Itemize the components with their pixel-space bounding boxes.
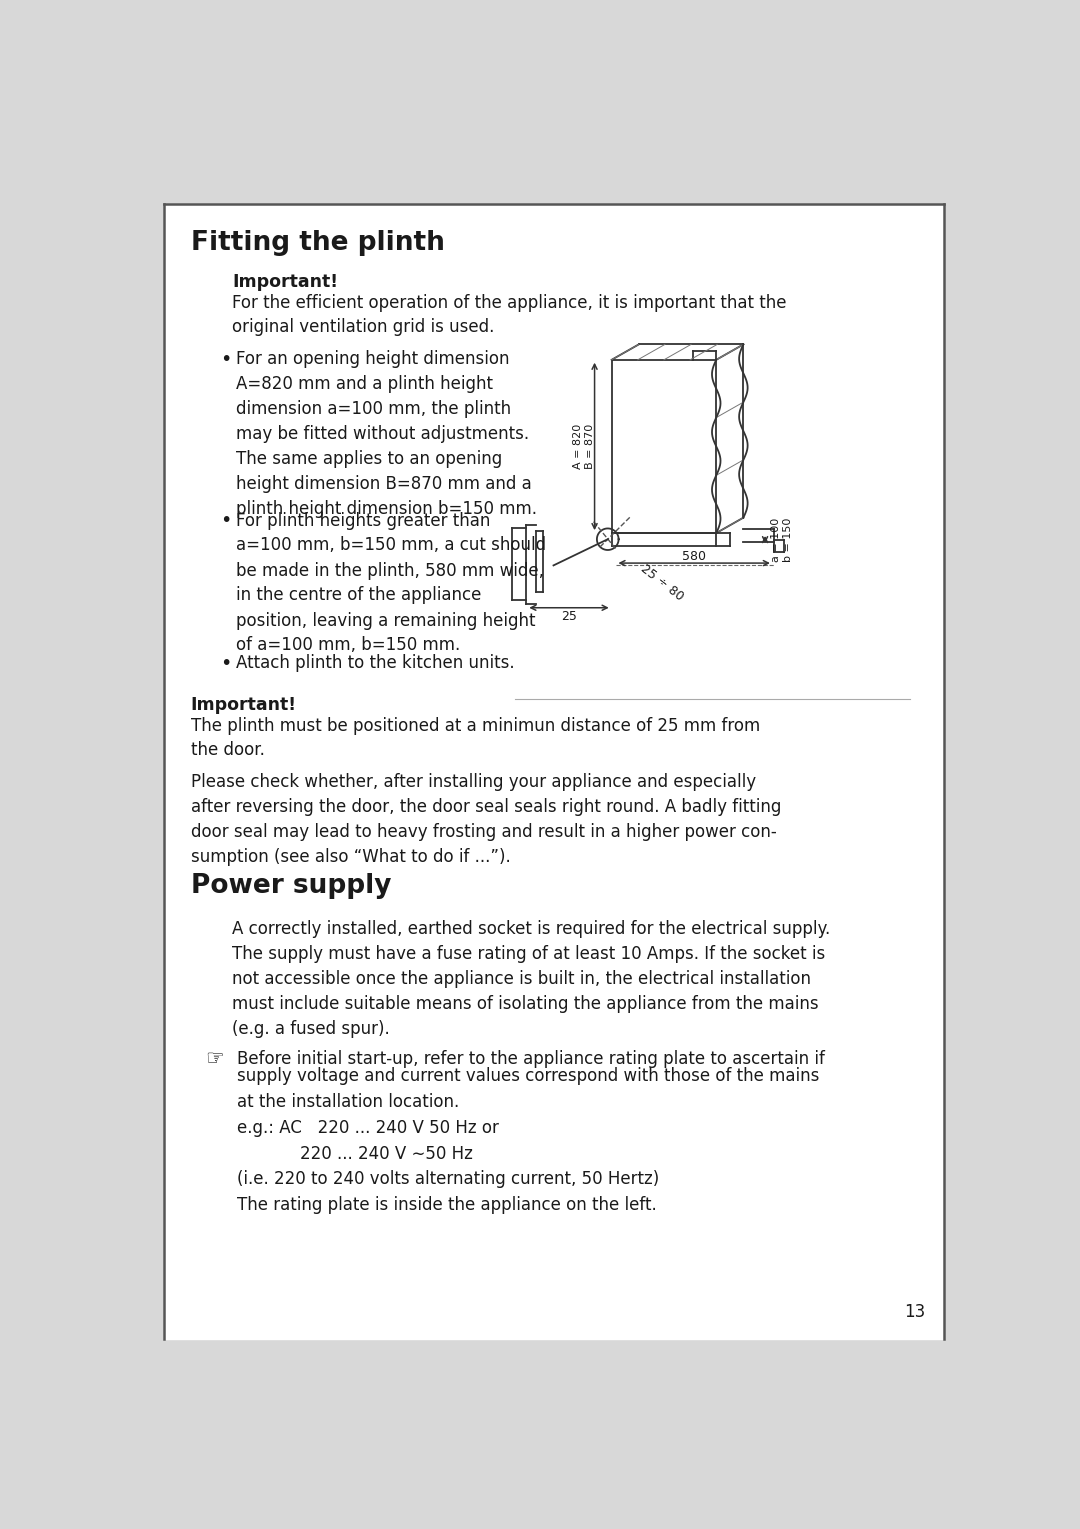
Text: For the efficient operation of the appliance, it is important that the
original : For the efficient operation of the appli… xyxy=(232,294,786,336)
Text: Important!: Important! xyxy=(232,272,338,291)
Text: Important!: Important! xyxy=(191,696,297,714)
Text: A correctly installed, earthed socket is required for the electrical supply.
The: A correctly installed, earthed socket is… xyxy=(232,919,831,1038)
Text: 580: 580 xyxy=(683,549,706,563)
Text: •: • xyxy=(220,512,231,531)
Text: Attach plinth to the kitchen units.: Attach plinth to the kitchen units. xyxy=(235,654,514,671)
Text: ☞: ☞ xyxy=(205,1049,224,1069)
Text: 25 ÷ 80: 25 ÷ 80 xyxy=(638,563,686,604)
Text: a = 100
b = 150: a = 100 b = 150 xyxy=(771,517,793,561)
Text: supply voltage and current values correspond with those of the mains
at the inst: supply voltage and current values corres… xyxy=(238,1067,820,1214)
Text: A = 820
B = 870: A = 820 B = 870 xyxy=(572,424,594,469)
Text: For an opening height dimension
A=820 mm and a plinth height
dimension a=100 mm,: For an opening height dimension A=820 mm… xyxy=(235,350,537,518)
Text: Before initial start-up, refer to the appliance rating plate to ascertain if: Before initial start-up, refer to the ap… xyxy=(238,1050,825,1069)
Text: The plinth must be positioned at a minimun distance of 25 mm from
the door.: The plinth must be positioned at a minim… xyxy=(191,717,760,760)
Text: •: • xyxy=(220,654,231,673)
Text: For plinth heights greater than
a=100 mm, b=150 mm, a cut should
be made in the : For plinth heights greater than a=100 mm… xyxy=(235,512,545,654)
Text: Please check whether, after installing your appliance and especially
after rever: Please check whether, after installing y… xyxy=(191,774,781,867)
Text: Fitting the plinth: Fitting the plinth xyxy=(191,231,445,257)
Text: 13: 13 xyxy=(904,1303,926,1321)
Text: 25: 25 xyxy=(562,610,577,622)
Text: •: • xyxy=(220,350,231,368)
Text: Power supply: Power supply xyxy=(191,873,391,899)
